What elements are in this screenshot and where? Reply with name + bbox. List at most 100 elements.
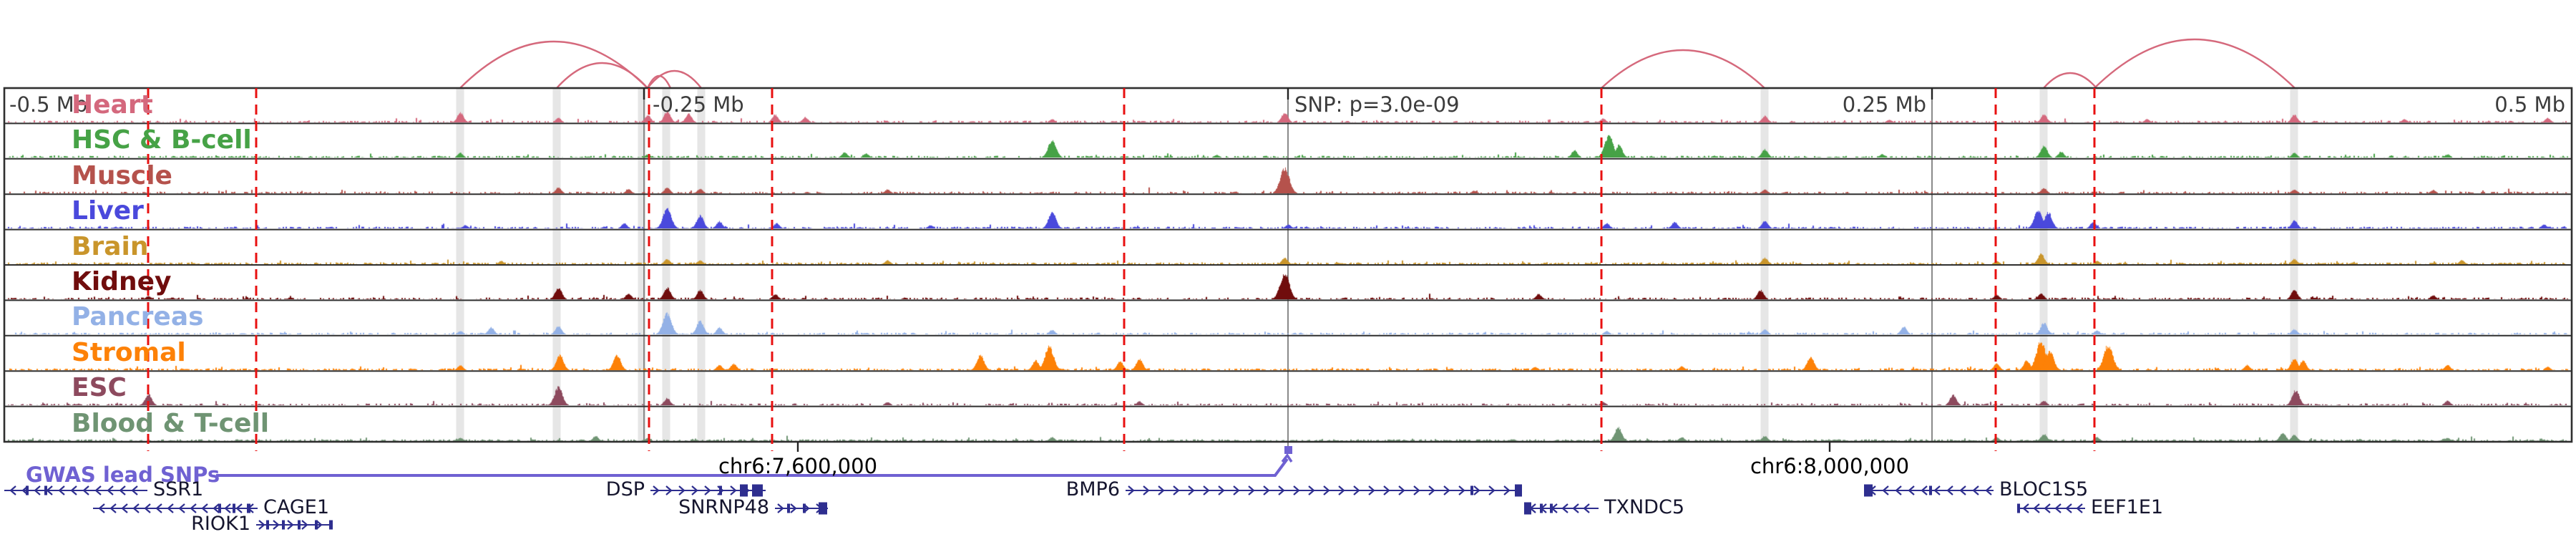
strand-arrow-right	[704, 485, 711, 495]
gene-exon	[740, 484, 748, 497]
track-label-liver: Liver	[72, 196, 144, 226]
track-label-muscle: Muscle	[72, 160, 172, 190]
strand-arrow-right	[730, 485, 737, 495]
gene-riok1[interactable]	[256, 520, 333, 530]
gene-exon	[266, 520, 269, 530]
gene-exon	[233, 503, 235, 513]
strand-arrow-left	[1895, 485, 1902, 495]
interaction-arc	[2043, 72, 2097, 89]
interaction-arc	[459, 40, 648, 89]
strand-arrow-right	[273, 520, 280, 530]
interaction-arc	[647, 69, 702, 89]
gwas-lead-snps-label: GWAS lead SNPs	[26, 463, 220, 487]
track-label-pancreas: Pancreas	[72, 302, 204, 332]
strand-arrow-right	[691, 485, 698, 495]
strand-arrow-right	[1353, 485, 1360, 495]
gene-exon	[1550, 503, 1553, 513]
gene-txndc5[interactable]	[1524, 502, 1599, 515]
lead-snp-marker[interactable]	[1284, 446, 1292, 454]
strand-arrow-left	[213, 503, 220, 513]
strand-arrow-right	[1323, 485, 1330, 495]
chr-coordinate-label: chr6:8,000,000	[1750, 454, 1910, 478]
strand-arrow-right	[1278, 485, 1285, 495]
signal-track-pancreas	[5, 301, 2571, 335]
gene-ssr1[interactable]	[4, 485, 147, 495]
strand-arrow-left	[2076, 503, 2083, 513]
gene-exon	[282, 520, 285, 530]
strand-arrow-left	[119, 485, 126, 495]
track-label-brain: Brain	[72, 231, 149, 261]
signal-track-esc	[5, 372, 2571, 406]
gene-name-riok1: RIOK1	[191, 513, 250, 535]
strand-arrow-left	[1933, 485, 1941, 495]
chr-coordinate-label: chr6:7,600,000	[718, 454, 878, 478]
strand-arrow-right	[1338, 485, 1345, 495]
strand-arrow-right	[1218, 485, 1225, 495]
strand-arrow-left	[1572, 503, 1579, 513]
strand-arrow-left	[1946, 485, 1953, 495]
strand-arrow-right	[301, 520, 308, 530]
strand-arrow-right	[653, 485, 660, 495]
strand-arrow-left	[155, 503, 162, 513]
strand-arrow-left	[2044, 503, 2051, 513]
strand-arrow-right	[1233, 485, 1240, 495]
gene-exon	[26, 485, 29, 495]
gene-exon	[787, 503, 790, 513]
gene-eef1e1[interactable]	[2017, 503, 2085, 513]
strand-arrow-right	[1488, 485, 1496, 495]
strand-arrow-left	[1921, 485, 1928, 495]
gene-exon	[803, 503, 806, 513]
signal-track-blood-t-cell	[5, 407, 2571, 441]
gene-exon	[819, 502, 827, 515]
strand-arrow-left	[9, 485, 16, 495]
gene-cage1[interactable]	[93, 503, 258, 513]
track-label-esc: ESC	[72, 373, 127, 403]
track-label-blood-t-cell: Blood & T-cell	[72, 408, 270, 438]
track-label-stromal: Stromal	[72, 337, 186, 367]
gene-bloc1s5[interactable]	[1864, 484, 1994, 497]
strand-arrow-right	[1428, 485, 1435, 495]
strand-arrow-right	[1368, 485, 1375, 495]
strand-arrow-left	[82, 485, 89, 495]
gene-bmp6[interactable]	[1126, 484, 1522, 497]
axis-label: 0.5 Mb	[2494, 92, 2565, 117]
gene-exon	[752, 484, 763, 497]
interaction-arc	[646, 74, 672, 89]
axis-label: 0.25 Mb	[1842, 92, 1926, 117]
strand-arrow-left	[2022, 503, 2029, 513]
strand-arrow-right	[1188, 485, 1195, 495]
strand-arrow-right	[316, 520, 323, 530]
strand-arrow-left	[1882, 485, 1889, 495]
track-label-heart: Heart	[72, 90, 153, 120]
strand-arrow-right	[1158, 485, 1165, 495]
strand-arrow-left	[201, 503, 208, 513]
strand-arrow-left	[2065, 503, 2072, 513]
signal-track-kidney	[5, 266, 2571, 299]
strand-arrow-right	[1413, 485, 1420, 495]
gene-exon	[218, 503, 221, 513]
strand-arrow-left	[132, 503, 140, 513]
gene-exon	[247, 503, 250, 513]
strand-arrow-left	[1908, 485, 1915, 495]
strand-arrow-right	[665, 485, 673, 495]
strand-arrow-right	[777, 503, 784, 513]
strand-arrow-right	[1248, 485, 1255, 495]
axis-label: -0.5 Mb	[9, 92, 88, 117]
gene-exon	[719, 485, 722, 495]
strand-arrow-right	[1143, 485, 1150, 495]
interaction-arc	[556, 62, 648, 89]
strand-arrow-right	[1293, 485, 1300, 495]
gene-name-cage1: CAGE1	[263, 496, 330, 518]
strand-arrow-right	[1383, 485, 1390, 495]
strand-arrow-right	[1263, 485, 1270, 495]
gene-exon	[298, 520, 301, 530]
strand-arrow-right	[1308, 485, 1315, 495]
strand-arrow-right	[258, 520, 265, 530]
gene-snrnp48[interactable]	[775, 502, 828, 515]
gene-name-eef1e1: EEF1E1	[2091, 496, 2164, 518]
strand-arrow-left	[94, 485, 102, 495]
gene-dsp[interactable]	[650, 484, 766, 497]
gene-name-snrnp48: SNRNP48	[678, 496, 769, 518]
